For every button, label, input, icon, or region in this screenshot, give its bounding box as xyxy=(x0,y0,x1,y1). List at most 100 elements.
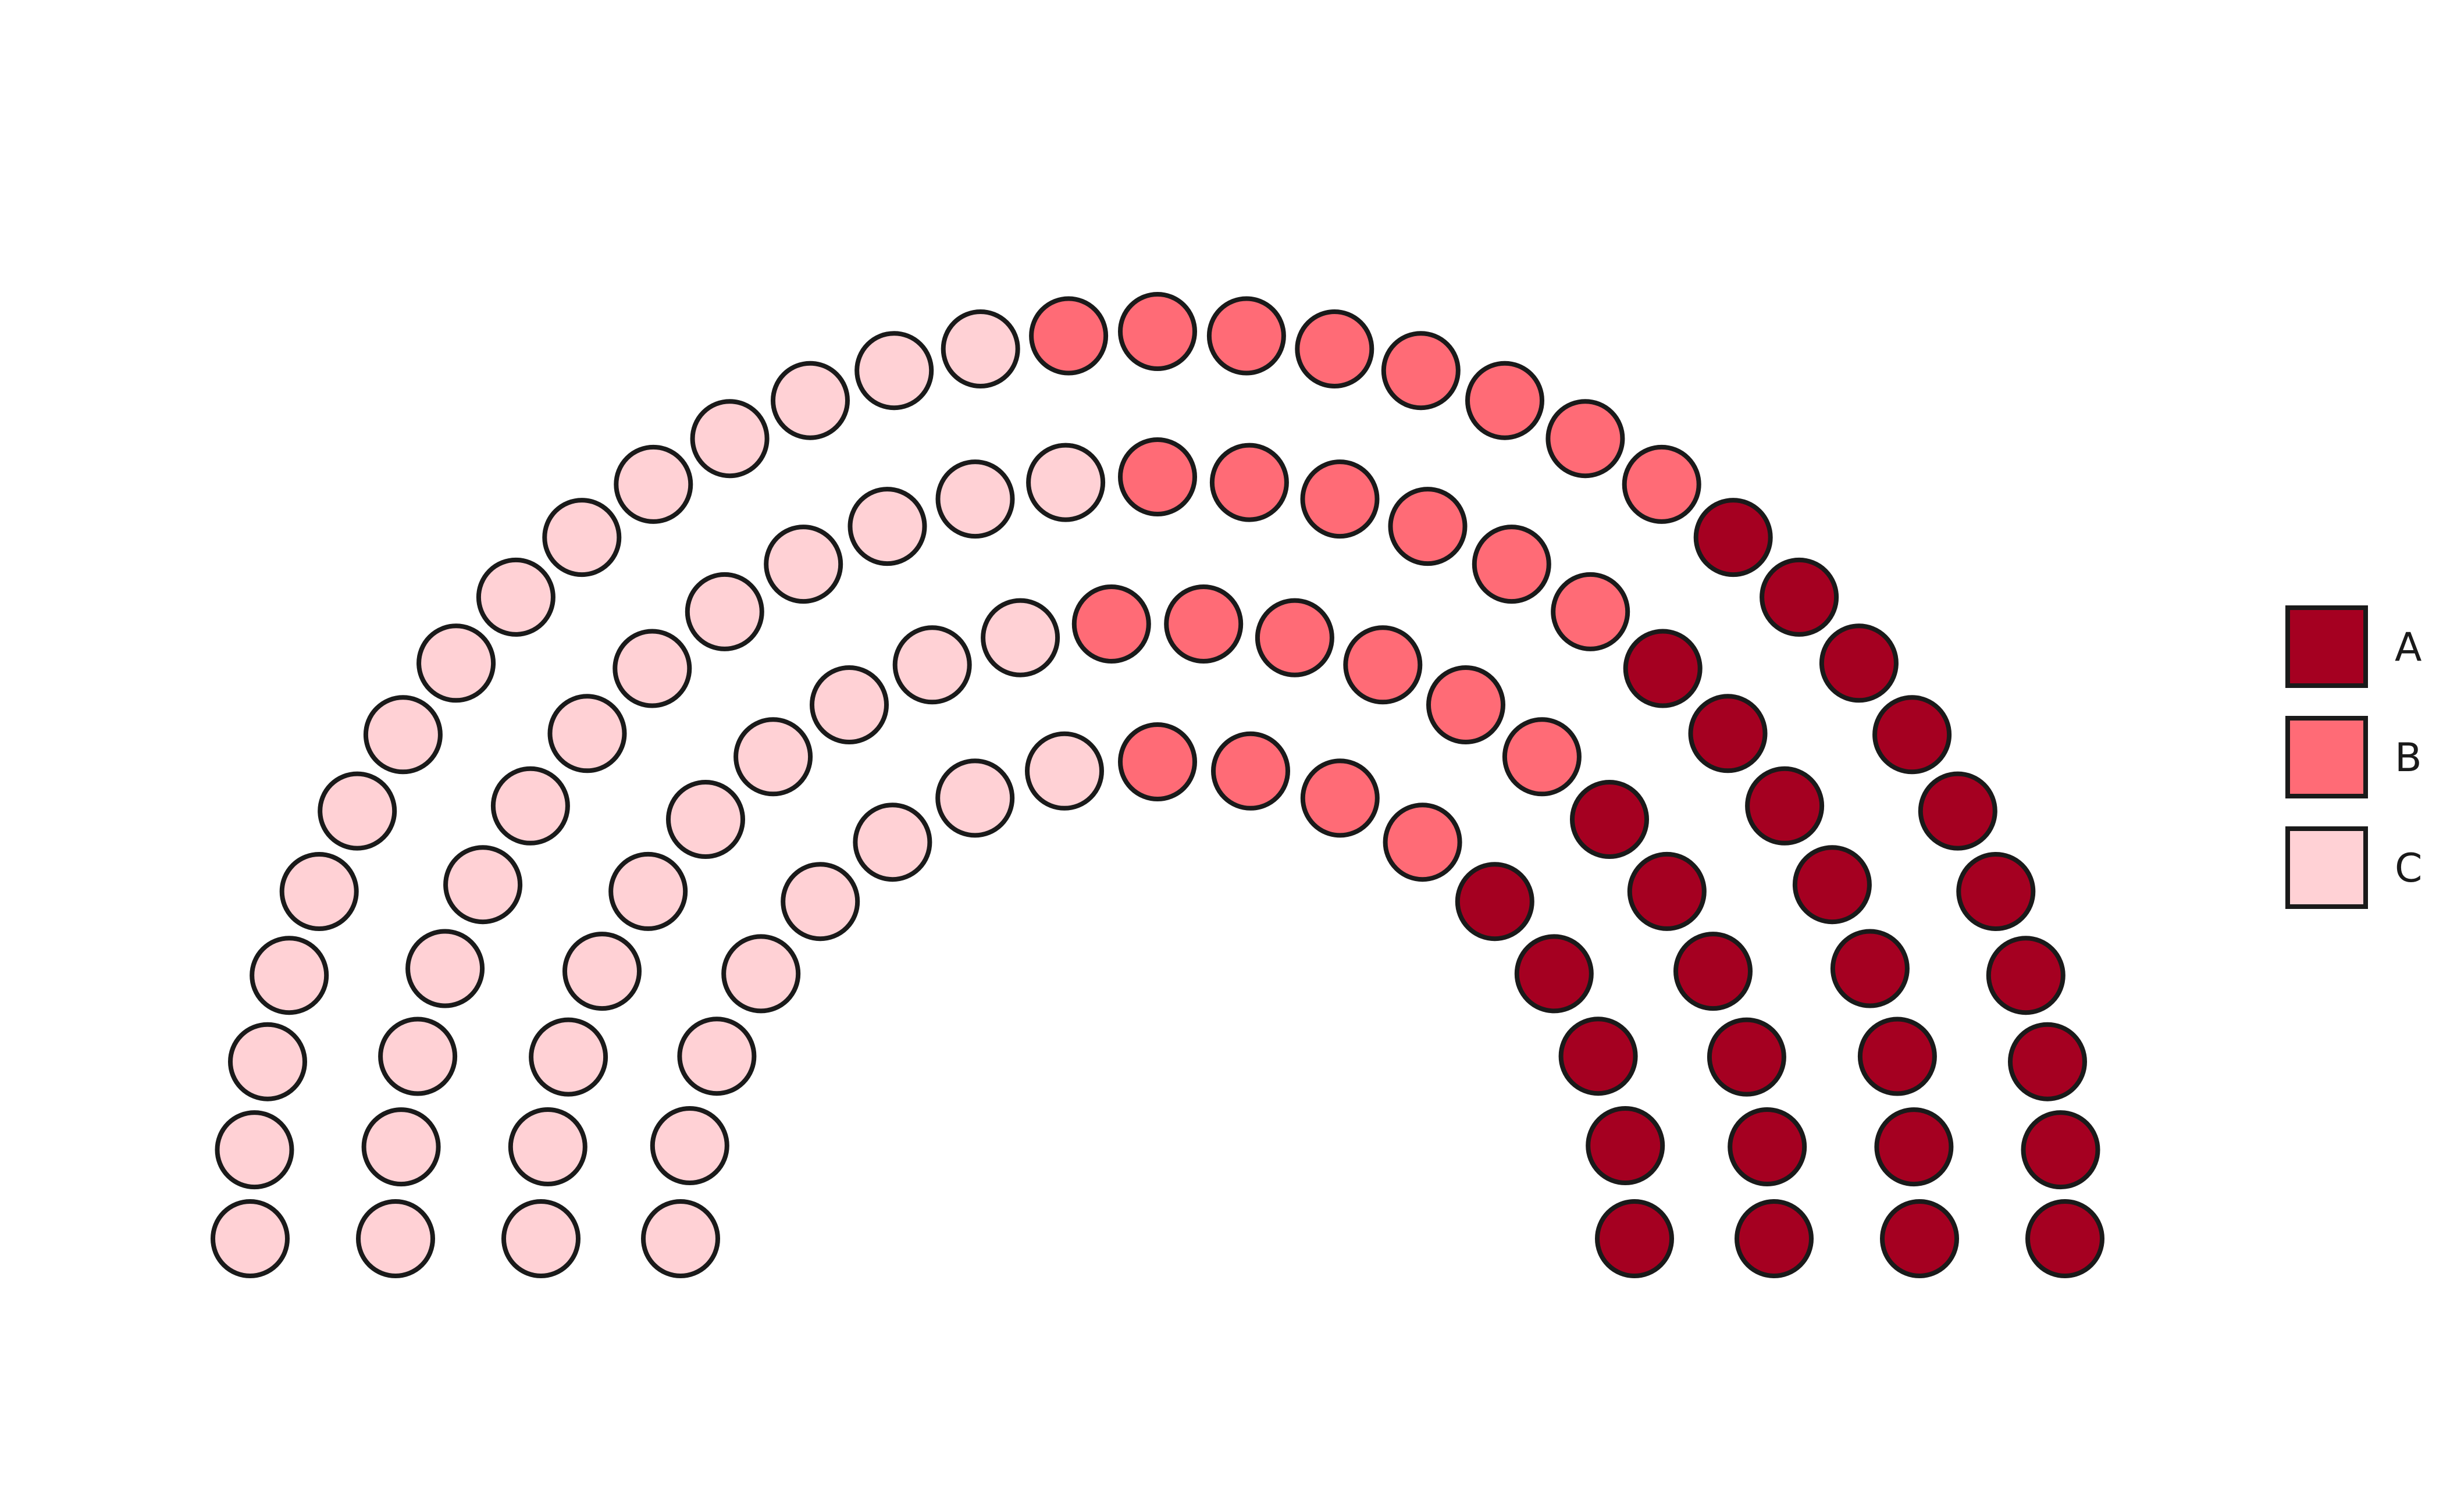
seat-c xyxy=(941,309,1020,388)
seat-c xyxy=(529,1017,608,1097)
seat-c xyxy=(363,695,443,775)
seat-c xyxy=(685,572,764,651)
seat-b xyxy=(1071,584,1151,664)
seat-b xyxy=(1164,584,1244,664)
seat-c xyxy=(490,766,570,846)
seat-c xyxy=(215,1110,294,1190)
seat-a xyxy=(1986,936,2065,1015)
seat-a xyxy=(1693,498,1773,577)
seat-b xyxy=(1502,717,1582,797)
seat-b xyxy=(1472,525,1551,604)
seat-a xyxy=(2008,1022,2087,1101)
seat-a xyxy=(1558,1017,1638,1096)
seat-c xyxy=(721,934,801,1014)
legend-label-c: C xyxy=(2395,846,2422,891)
seat-a xyxy=(1874,1107,1954,1187)
seat-c xyxy=(981,598,1060,677)
seat-c xyxy=(935,459,1015,539)
seat-b xyxy=(1211,731,1290,811)
seat-a xyxy=(1688,694,1768,773)
seat-a xyxy=(2021,1110,2100,1190)
seat-b xyxy=(1209,443,1289,522)
seat-a xyxy=(1872,695,1952,775)
seat-c xyxy=(781,862,860,942)
seat-c xyxy=(562,932,642,1011)
seat-a xyxy=(1586,1106,1665,1185)
seat-a xyxy=(1819,623,1899,703)
seat-a xyxy=(1880,1199,1959,1278)
seat-b xyxy=(1383,803,1462,882)
seat-c xyxy=(608,851,688,931)
seat-b xyxy=(1300,459,1380,539)
seat-c xyxy=(542,498,622,577)
seat-a xyxy=(1595,1199,1674,1278)
seat-b xyxy=(1118,722,1197,801)
seat-b xyxy=(1381,331,1461,411)
seat-c xyxy=(810,665,889,744)
seat-c xyxy=(279,852,359,931)
seat-c xyxy=(935,758,1015,838)
seat-a xyxy=(1956,852,2036,931)
seat-b xyxy=(1426,665,1505,744)
seat-a xyxy=(1623,629,1703,708)
seat-b xyxy=(1206,296,1286,376)
seat-a xyxy=(1673,932,1753,1011)
seat-c xyxy=(854,331,934,411)
seat-b xyxy=(1255,598,1334,677)
seat-a xyxy=(1455,862,1534,942)
seat-c xyxy=(771,361,850,440)
seat-b xyxy=(1295,309,1374,388)
seat-a xyxy=(1830,929,1910,1008)
seat-b xyxy=(1465,361,1544,440)
seat-c xyxy=(405,929,485,1008)
legend-label-b: B xyxy=(2395,735,2422,781)
seat-b xyxy=(1545,399,1625,479)
seat-b xyxy=(1343,625,1423,705)
seat-a xyxy=(1760,557,1839,637)
seat-c xyxy=(356,1199,435,1278)
seat-c xyxy=(853,803,932,882)
seat-c xyxy=(250,936,329,1015)
seat-c xyxy=(677,1017,757,1096)
seat-b xyxy=(1388,487,1468,566)
seat-c xyxy=(547,694,627,773)
legend-key-b xyxy=(2285,716,2368,798)
seat-c xyxy=(641,1199,720,1278)
seat-b xyxy=(1118,292,1197,371)
seat-c xyxy=(476,557,555,637)
seat-b xyxy=(1118,437,1197,516)
legend-label-a: A xyxy=(2395,625,2422,671)
seat-c xyxy=(733,717,813,797)
seat-c xyxy=(892,625,972,705)
seat-c xyxy=(443,845,523,925)
seat-c xyxy=(228,1022,307,1101)
seat-c xyxy=(361,1107,441,1187)
seat-c xyxy=(666,780,745,859)
seat-b xyxy=(1622,444,1701,524)
seat-a xyxy=(1627,851,1707,931)
seat-c xyxy=(1025,731,1104,811)
seat-c xyxy=(690,399,770,479)
seat-c xyxy=(501,1199,581,1278)
seat-c xyxy=(612,629,692,708)
seat-b xyxy=(1029,296,1109,376)
seat-c xyxy=(614,444,693,524)
seat-a xyxy=(1735,1199,1814,1278)
seat-b xyxy=(1300,758,1380,838)
seat-b xyxy=(1551,572,1630,651)
legend-key-a xyxy=(2285,605,2368,688)
seat-c xyxy=(1026,443,1106,522)
seats-layer xyxy=(211,292,2104,1278)
seat-a xyxy=(1570,780,1649,859)
seat-a xyxy=(1857,1017,1937,1096)
legend: A B C xyxy=(2285,605,2422,909)
seat-a xyxy=(1707,1017,1786,1097)
seat-a xyxy=(2025,1199,2104,1278)
seat-c xyxy=(378,1017,458,1096)
seat-c xyxy=(318,771,397,851)
seat-c xyxy=(847,487,927,566)
seat-c xyxy=(764,525,843,604)
seat-c xyxy=(211,1199,290,1278)
